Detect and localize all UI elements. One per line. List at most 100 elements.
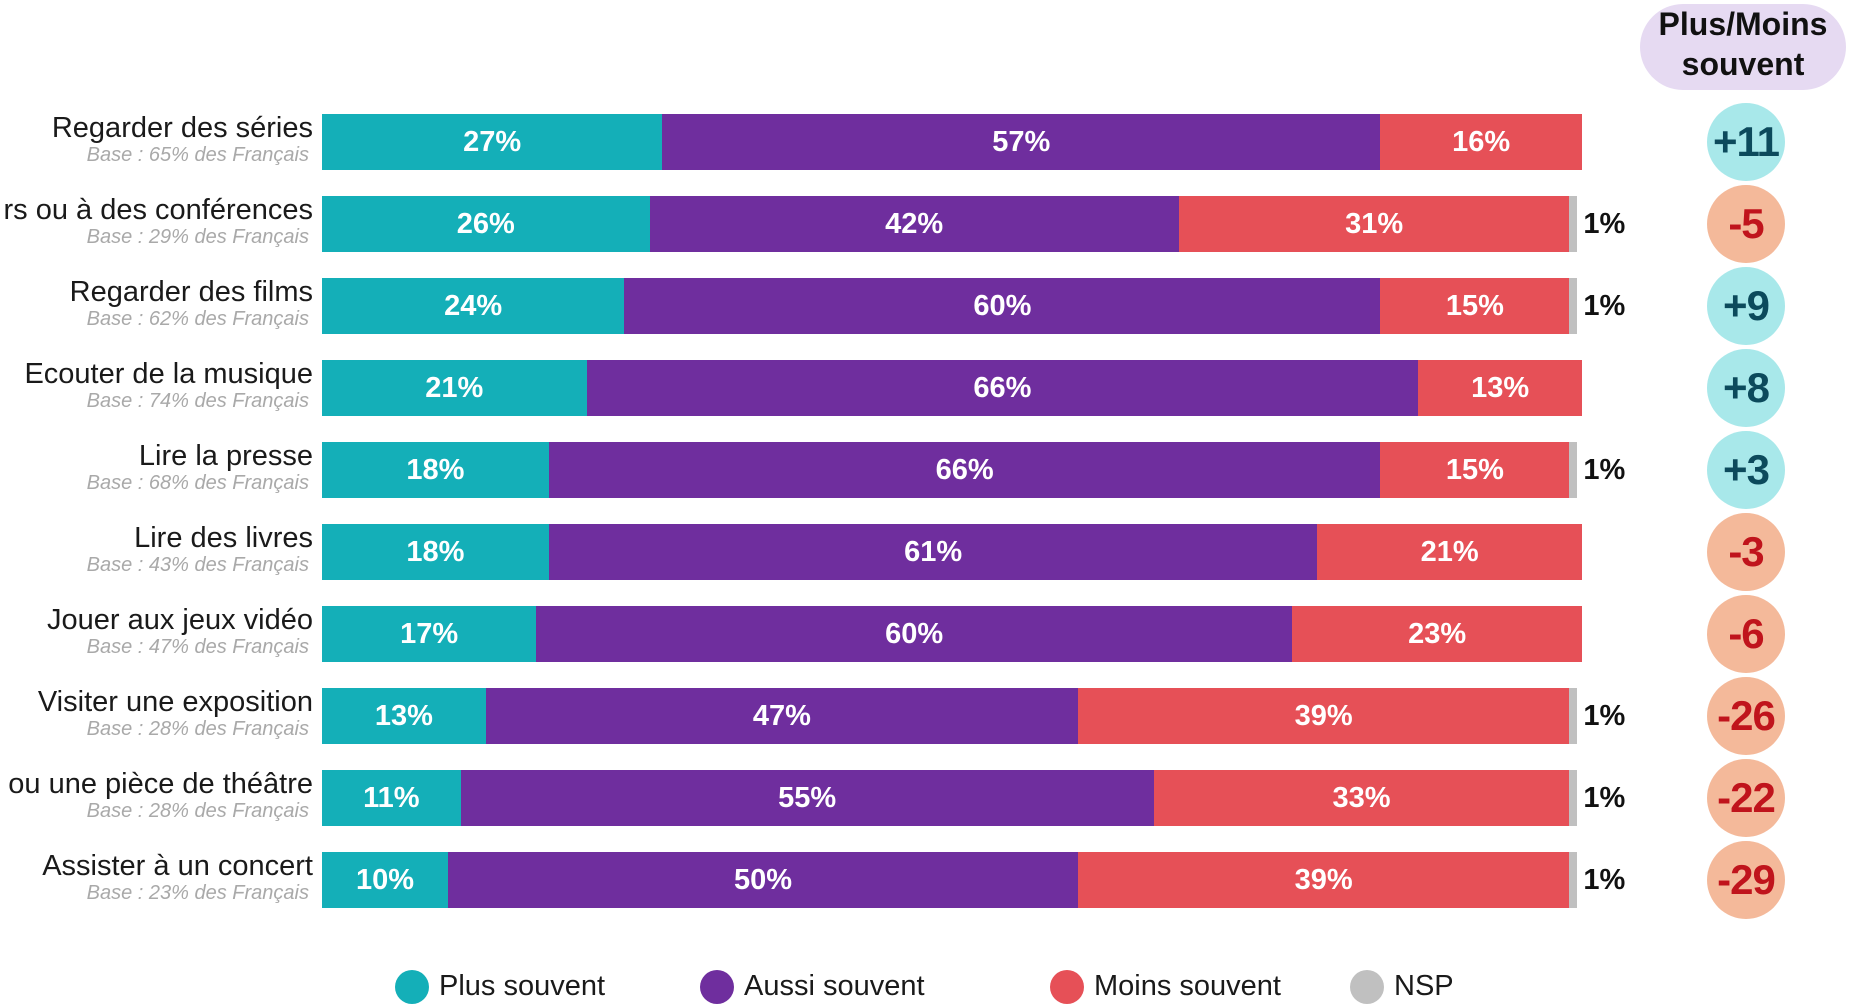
data-label: 39% <box>1294 864 1353 896</box>
bar-segment <box>1569 196 1578 252</box>
bar-segment <box>624 278 1381 334</box>
data-label: 13% <box>374 700 433 732</box>
nsp-data-label: 1% <box>1583 782 1626 814</box>
nsp-data-label: 1% <box>1583 208 1626 240</box>
diff-badge: -29 <box>1707 841 1785 919</box>
bar-segment <box>1078 688 1570 744</box>
bar-segment <box>322 852 448 908</box>
data-label: 50% <box>733 864 793 896</box>
diff-badge: -26 <box>1707 677 1785 755</box>
legend-label: Aussi souvent <box>744 970 925 1002</box>
category-base-note: Base : 74% des Français <box>86 390 309 412</box>
data-label: 39% <box>1294 700 1353 732</box>
diff-badge: -6 <box>1707 595 1785 673</box>
bar-segment <box>1418 360 1582 416</box>
category-label: Regarder des séries <box>51 112 313 144</box>
data-label: 42% <box>885 208 944 240</box>
diff-badge: +11 <box>1707 103 1785 181</box>
data-label: 15% <box>1445 290 1504 322</box>
bar-segment <box>548 524 1318 580</box>
category-label: Regarder des films <box>69 276 313 308</box>
diff-header-line-2: souvent <box>1681 46 1805 82</box>
category-label: Lire la presse <box>138 440 313 472</box>
data-label: 11% <box>363 782 420 814</box>
bar-segment <box>586 360 1419 416</box>
nsp-data-label: 1% <box>1583 454 1626 486</box>
nsp-data-label: 1% <box>1583 864 1626 896</box>
data-label: 21% <box>425 372 484 404</box>
data-label: 26% <box>456 208 515 240</box>
bar-segment <box>485 688 1078 744</box>
data-label: 33% <box>1332 782 1391 814</box>
category-label: rs ou à des conférences <box>3 194 313 226</box>
data-label: 55% <box>778 782 837 814</box>
data-label: 23% <box>1408 618 1467 650</box>
bar-segment <box>1569 852 1578 908</box>
data-label: 16% <box>1452 126 1511 158</box>
diff-badge: +3 <box>1707 431 1785 509</box>
data-label: 24% <box>444 290 503 322</box>
category-label: ou une pièce de théâtre <box>8 768 313 800</box>
data-label: 47% <box>752 700 811 732</box>
bar-segment <box>322 688 486 744</box>
bar-segment <box>548 442 1381 498</box>
legend-swatch <box>700 970 734 1004</box>
category-base-note: Base : 23% des Français <box>86 882 309 904</box>
data-label: 10% <box>355 864 415 896</box>
bar-segment <box>1078 852 1570 908</box>
bar-segment <box>322 360 587 416</box>
data-label: 57% <box>992 126 1051 158</box>
nsp-data-label: 1% <box>1583 700 1626 732</box>
data-label: 15% <box>1445 454 1504 486</box>
category-label: Visiter une exposition <box>37 686 313 718</box>
bar-segment <box>322 606 537 662</box>
bar-segment <box>1380 114 1582 170</box>
legend-swatch <box>1050 970 1084 1004</box>
bar-segment <box>1380 278 1570 334</box>
bar-segment <box>322 114 663 170</box>
diff-badge: -5 <box>1707 185 1785 263</box>
bar-segment <box>1569 278 1578 334</box>
data-label: 21% <box>1420 536 1479 568</box>
category-base-note: Base : 29% des Français <box>86 226 309 248</box>
data-label: 18% <box>406 454 465 486</box>
data-label: 61% <box>904 536 963 568</box>
data-label: 18% <box>406 536 465 568</box>
data-label: 60% <box>885 618 944 650</box>
category-base-note: Base : 47% des Français <box>86 636 309 658</box>
data-label: 31% <box>1345 208 1404 240</box>
legend-swatch <box>1350 970 1384 1004</box>
bar-segment <box>1380 442 1570 498</box>
bar-segment <box>322 770 461 826</box>
diff-badge: +8 <box>1707 349 1785 427</box>
category-base-note: Base : 28% des Français <box>86 718 309 740</box>
bar-segment <box>536 606 1293 662</box>
bar-segment <box>322 196 650 252</box>
bar-segment <box>662 114 1381 170</box>
bar-segment <box>460 770 1154 826</box>
diff-badge: +9 <box>1707 267 1785 345</box>
bar-segment <box>448 852 1078 908</box>
bar-segment <box>322 524 549 580</box>
data-label: 13% <box>1471 372 1530 404</box>
data-label: 27% <box>463 126 522 158</box>
category-base-note: Base : 28% des Français <box>86 800 309 822</box>
category-label: Jouer aux jeux vidéo <box>47 604 313 636</box>
data-label: 17% <box>400 618 459 650</box>
category-base-note: Base : 43% des Français <box>86 554 309 576</box>
legend-label: Moins souvent <box>1094 970 1281 1002</box>
data-label: 66% <box>935 454 994 486</box>
bar-segment <box>1178 196 1570 252</box>
category-label: Ecouter de la musique <box>24 358 313 390</box>
data-label: 60% <box>973 290 1032 322</box>
bar-segment <box>322 278 625 334</box>
bar-segment <box>1569 688 1578 744</box>
bar-segment <box>1292 606 1582 662</box>
bar-segment <box>1317 524 1582 580</box>
category-label: Lire des livres <box>134 522 313 554</box>
diff-column-header: Plus/Moins souvent <box>1640 4 1846 90</box>
bar-segment <box>1153 770 1570 826</box>
legend-swatch <box>395 970 429 1004</box>
category-base-note: Base : 68% des Français <box>86 472 309 494</box>
